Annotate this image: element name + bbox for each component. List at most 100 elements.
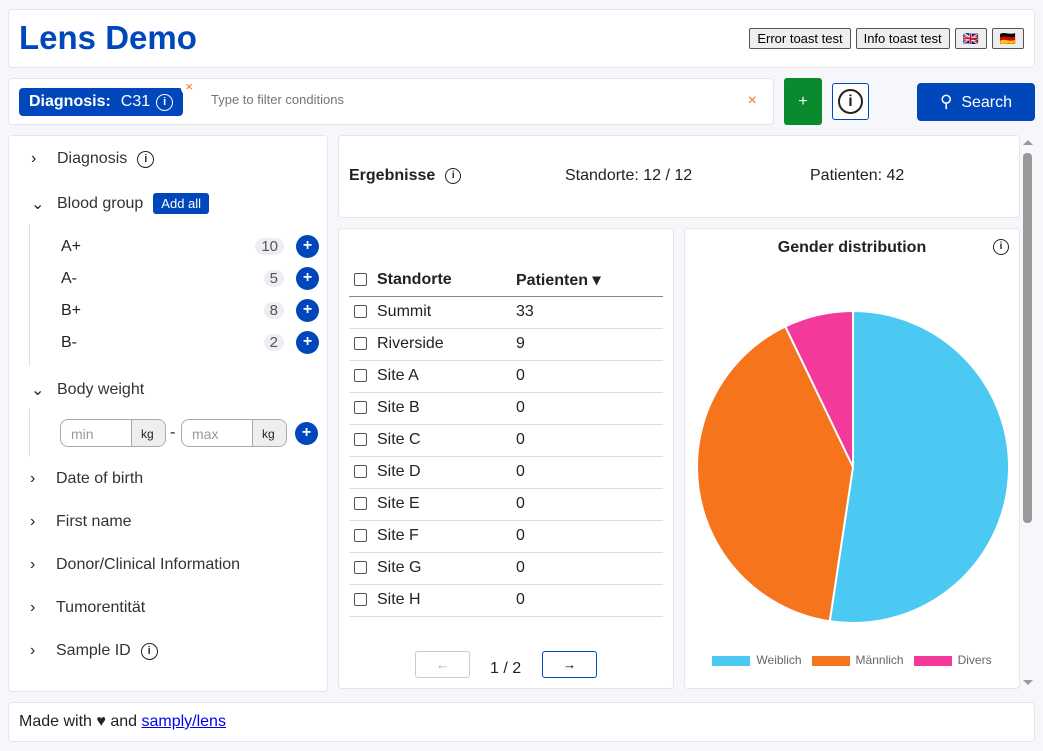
next-page-button[interactable]: →: [542, 651, 597, 678]
category-date-of-birth[interactable]: › Date of birth: [30, 470, 143, 488]
search-label: Search: [961, 94, 1013, 111]
patient-count: 0: [516, 584, 663, 617]
category-donor-clinical[interactable]: › Donor/Clinical Information: [30, 556, 240, 574]
chart-legend: Weiblich Männlich Divers: [685, 653, 1019, 667]
patients-count: Patienten: 42: [810, 167, 905, 184]
scroll-down-icon[interactable]: [1023, 680, 1033, 685]
german-flag-button[interactable]: 🇩🇪: [991, 28, 1024, 49]
category-label: Tumorentität: [56, 599, 146, 616]
patient-count: 0: [516, 360, 663, 393]
site-name: Riverside: [377, 335, 444, 352]
row-checkbox[interactable]: [354, 337, 367, 351]
row-checkbox[interactable]: [354, 465, 367, 479]
column-header[interactable]: Standorte: [377, 270, 452, 288]
chevron-right-icon: ›: [30, 642, 36, 659]
error-toast-button[interactable]: Error toast test: [749, 28, 851, 49]
category-tumorentitaet[interactable]: › Tumorentität: [30, 599, 145, 617]
info-icon[interactable]: i: [445, 168, 462, 184]
category-blood-group[interactable]: ⌄ Blood group Add all: [31, 193, 210, 214]
table-row: Site A 0: [349, 360, 663, 393]
chip-remove-icon[interactable]: ×: [181, 80, 198, 96]
legend-item[interactable]: Männlich: [811, 653, 904, 667]
patient-count: 0: [516, 424, 663, 457]
row-checkbox[interactable]: [354, 369, 367, 383]
range-separator: -: [170, 424, 176, 441]
blood-group-a-minus: A- 5 +: [61, 267, 319, 290]
value-label: B-: [61, 333, 77, 351]
value-label: A+: [61, 237, 82, 255]
info-icon[interactable]: i: [137, 150, 155, 168]
english-flag-button[interactable]: 🇬🇧: [954, 28, 987, 49]
chevron-right-icon: ›: [30, 599, 36, 616]
app-title: Lens Demo: [19, 19, 197, 56]
category-diagnosis[interactable]: › Diagnosis i: [31, 150, 155, 168]
category-body-weight[interactable]: ⌄ Body weight: [31, 380, 144, 400]
category-sample-id[interactable]: › Sample ID i: [30, 642, 158, 660]
scrollbar[interactable]: [1020, 135, 1035, 691]
row-checkbox[interactable]: [354, 593, 367, 607]
page-indicator: 1 / 2: [490, 660, 522, 677]
row-checkbox[interactable]: [354, 497, 367, 511]
clear-icon[interactable]: ×: [747, 92, 757, 109]
table-row: Site H 0: [349, 584, 663, 617]
sidebar: › Diagnosis i ⌄ Blood group Add all A+ 10 + A-…: [8, 135, 328, 692]
sites-table-card: Standorte Patienten ▾ Summit 33 Riverside 9 S…: [338, 228, 674, 689]
add-value-button[interactable]: +: [296, 267, 319, 290]
prev-page-button[interactable]: ←: [415, 651, 470, 678]
category-label: Donor/Clinical Information: [56, 556, 241, 573]
row-checkbox[interactable]: [354, 561, 367, 575]
legend-swatch: [712, 655, 751, 666]
site-name: Site G: [377, 559, 422, 576]
blood-group-b-plus: B+ 8 +: [61, 299, 319, 322]
table-row: Riverside 9: [349, 328, 663, 361]
diagnosis-chip: Diagnosis: C31 i ×: [19, 80, 198, 116]
max-weight-input[interactable]: max kg: [181, 419, 287, 447]
filter-input[interactable]: [209, 91, 729, 108]
scroll-thumb[interactable]: [1023, 153, 1032, 523]
category-label: Body weight: [57, 381, 145, 398]
add-value-button[interactable]: +: [296, 299, 319, 322]
pie-slice-männlich[interactable]: [696, 325, 855, 623]
pie-slice-weiblich[interactable]: [828, 309, 1010, 624]
site-name: Site B: [377, 399, 420, 416]
samply-lens-link[interactable]: samply/lens: [141, 713, 226, 730]
category-label: Diagnosis: [57, 150, 128, 167]
column-header-sort[interactable]: Patienten ▾: [516, 271, 601, 289]
sites-table: Standorte Patienten ▾ Summit 33 Riverside 9 S…: [349, 264, 663, 617]
add-value-button[interactable]: +: [296, 235, 319, 258]
search-button[interactable]: ⚲ Search: [917, 83, 1035, 121]
add-value-button[interactable]: +: [296, 331, 319, 354]
add-all-button[interactable]: Add all: [153, 193, 210, 214]
count-badge: 8: [263, 302, 284, 319]
info-icon[interactable]: i: [156, 93, 174, 111]
legend-item[interactable]: Weiblich: [712, 653, 802, 667]
patient-count: 9: [516, 328, 663, 361]
legend-label: Männlich: [855, 653, 904, 667]
unit-label: kg: [131, 420, 165, 446]
footer: Made with ♥ and samply/lens: [8, 702, 1035, 742]
category-label: First name: [56, 513, 132, 530]
chevron-right-icon: ›: [30, 513, 36, 530]
row-checkbox[interactable]: [354, 529, 367, 543]
table-row: Site F 0: [349, 520, 663, 553]
legend-swatch: [811, 655, 850, 666]
row-checkbox[interactable]: [354, 401, 367, 415]
min-weight-input[interactable]: min kg: [60, 419, 166, 447]
pie-slice-divers[interactable]: [783, 309, 854, 468]
info-toast-button[interactable]: Info toast test: [855, 28, 950, 49]
legend-item[interactable]: Divers: [913, 653, 992, 667]
site-name: Site F: [377, 527, 419, 544]
legend-label: Weiblich: [756, 653, 802, 667]
info-icon[interactable]: i: [993, 239, 1009, 255]
scroll-up-icon[interactable]: [1023, 140, 1033, 145]
row-checkbox[interactable]: [354, 305, 367, 319]
info-icon[interactable]: i: [140, 642, 158, 660]
header: Lens Demo Error toast test Info toast te…: [8, 9, 1035, 68]
category-first-name[interactable]: › First name: [30, 513, 132, 531]
select-all-checkbox[interactable]: [354, 273, 367, 287]
row-checkbox[interactable]: [354, 433, 367, 447]
add-button[interactable]: +: [784, 78, 822, 125]
category-label: Blood group: [57, 194, 144, 212]
info-button[interactable]: i: [832, 83, 869, 120]
add-weight-button[interactable]: +: [295, 422, 318, 445]
